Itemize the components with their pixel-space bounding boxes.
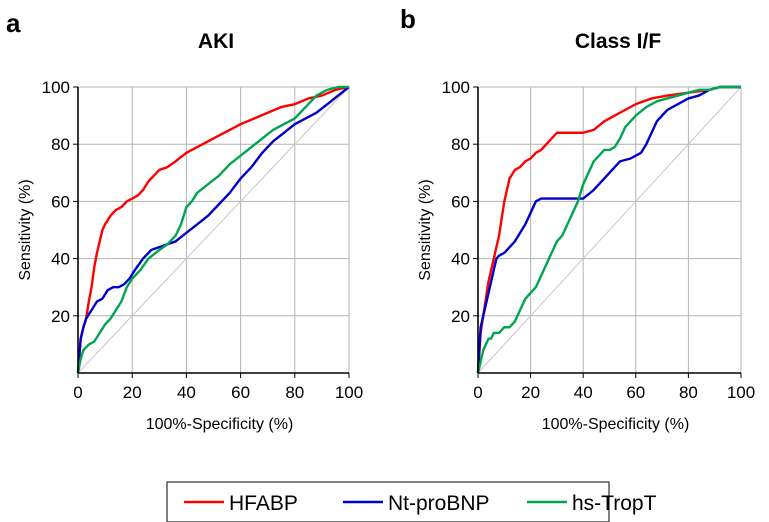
panel-class-if: b Class I/F 0 20 40 60 80 100 20 40 60 80 100 100%-Sp… bbox=[400, 4, 755, 433]
chart-title: Class I/F bbox=[575, 30, 662, 53]
legend-label: HFABP bbox=[229, 492, 298, 515]
y-tick-label: 40 bbox=[51, 250, 70, 269]
legend-label: hs-TropT bbox=[572, 492, 657, 515]
y-axis-label: Sensitivity (%) bbox=[417, 179, 434, 280]
y-axis-label: Sensitivity (%) bbox=[17, 179, 34, 280]
y-tick-label: 60 bbox=[451, 192, 470, 211]
legend-label: Nt-proBNP bbox=[388, 492, 490, 515]
series-line-hfabp bbox=[476, 85, 741, 374]
legend: HFABP Nt-proBNP hs-TropT bbox=[166, 481, 657, 522]
y-tick-label: 40 bbox=[451, 250, 470, 269]
x-axis-label: 100%-Specificity (%) bbox=[146, 416, 294, 433]
y-tick-label: 60 bbox=[51, 192, 70, 211]
series-line-hs-tropt bbox=[76, 85, 349, 374]
y-tick-label: 20 bbox=[451, 307, 470, 326]
x-tick-label: 0 bbox=[473, 383, 482, 402]
series-line-nt-probnp bbox=[76, 86, 350, 374]
x-tick-label: 100 bbox=[727, 383, 755, 402]
series-line-hs-tropt bbox=[476, 85, 741, 374]
x-tick-label: 40 bbox=[177, 383, 196, 402]
x-tick-label: 60 bbox=[626, 383, 645, 402]
panel-letter: b bbox=[400, 4, 416, 34]
chart-title: AKI bbox=[198, 30, 234, 53]
x-tick-label: 80 bbox=[679, 383, 698, 402]
x-tick-label: 0 bbox=[73, 383, 82, 402]
x-tick-label: 40 bbox=[574, 383, 593, 402]
y-tick-label: 100 bbox=[442, 78, 470, 97]
x-tick-label: 80 bbox=[285, 383, 304, 402]
reference-diagonal bbox=[77, 86, 350, 374]
y-tick-label: 100 bbox=[42, 78, 70, 97]
series-line-nt-probnp bbox=[476, 85, 741, 374]
panel-letter: a bbox=[6, 8, 21, 38]
y-tick-label: 80 bbox=[451, 135, 470, 154]
series-line-hfabp bbox=[76, 85, 350, 374]
x-tick-label: 60 bbox=[231, 383, 250, 402]
x-tick-label: 20 bbox=[123, 383, 142, 402]
y-tick-label: 20 bbox=[51, 307, 70, 326]
x-tick-label: 100 bbox=[335, 383, 363, 402]
y-tick-label: 80 bbox=[51, 135, 70, 154]
panel-aki: a AKI 0 20 40 60 80 100 20 40 60 80 100 100%-Specific… bbox=[6, 8, 363, 433]
x-axis-label: 100%-Specificity (%) bbox=[542, 416, 690, 433]
reference-diagonal bbox=[477, 86, 742, 374]
x-tick-label: 20 bbox=[521, 383, 540, 402]
